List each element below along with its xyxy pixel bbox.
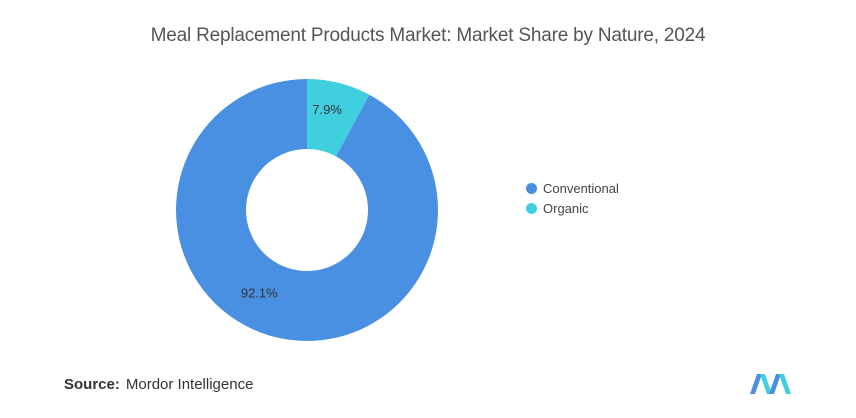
logo-shape-mid-b [769,374,781,394]
source-note: Source: Mordor Intelligence [64,376,253,393]
slice-label-organic: 7.9% [312,102,342,117]
slice-conventional[interactable] [175,79,439,341]
legend-swatch-organic [526,202,537,214]
chart-legend: Conventional Organic [526,178,619,218]
legend-label-organic: Organic [543,200,589,216]
logo-shape-mid-a [760,374,772,394]
mordor-intelligence-logo-icon [750,374,791,394]
logo-shape-right [779,374,791,394]
legend-item-organic[interactable]: Organic [526,198,619,218]
source-label: Source: [64,376,120,393]
slice-label-conventional: 92.1% [241,285,278,300]
legend-label-conventional: Conventional [543,180,619,196]
source-value: Mordor Intelligence [125,376,254,393]
chart-title: Meal Replacement Products Market: Market… [150,25,706,46]
logo-shape-left [750,374,762,394]
legend-item-conventional[interactable]: Conventional [526,178,619,198]
legend-swatch-conventional [526,182,537,194]
slice-organic[interactable] [307,79,370,157]
